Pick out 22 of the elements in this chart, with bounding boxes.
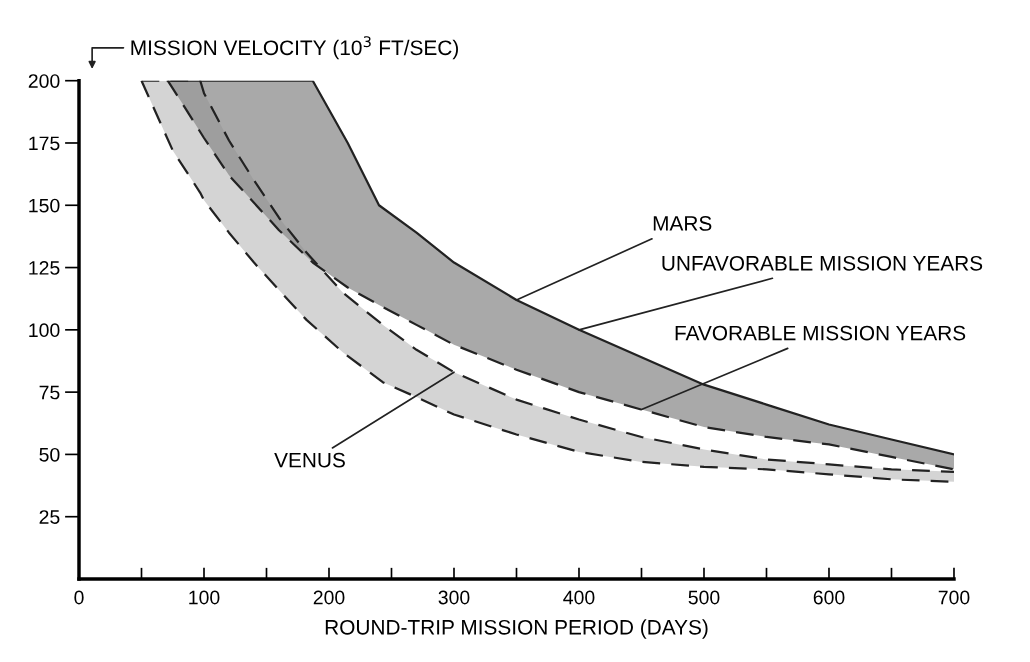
x-tick-label: 200 — [313, 590, 345, 605]
annotation: MARS — [653, 216, 712, 231]
x-tick-label: 600 — [813, 590, 845, 605]
annotation: FAVORABLE MISSION YEARS — [675, 325, 966, 341]
y-tick-label: 175 — [29, 136, 60, 151]
x-tick-label: 100 — [189, 590, 220, 605]
y-tick-label: 150 — [29, 198, 60, 213]
x-tick-label: 0 — [74, 590, 84, 605]
y-tick-label: 25 — [39, 510, 60, 524]
x-tick-label: 400 — [563, 590, 595, 605]
y-tick-label: 200 — [28, 74, 60, 88]
y-tick-label: 75 — [39, 385, 60, 400]
x-tick-label: 300 — [438, 590, 470, 605]
x-axis-title: ROUND-TRIP MISSION PERIOD (DAYS) — [325, 619, 708, 639]
x-tick-label: 500 — [688, 590, 720, 605]
x-tick-label: 700 — [938, 590, 970, 605]
y-tick-label: 125 — [29, 261, 60, 275]
y-axis-title: MISSION VELOCITY (10$^{3}$ FT/SEC) — [131, 36, 458, 60]
y-tick-label: 100 — [29, 323, 60, 338]
y-tick-label: 50 — [39, 447, 60, 462]
annotation: UNFAVORABLE MISSION YEARS — [662, 255, 983, 271]
annotation: VENUS — [274, 452, 345, 468]
